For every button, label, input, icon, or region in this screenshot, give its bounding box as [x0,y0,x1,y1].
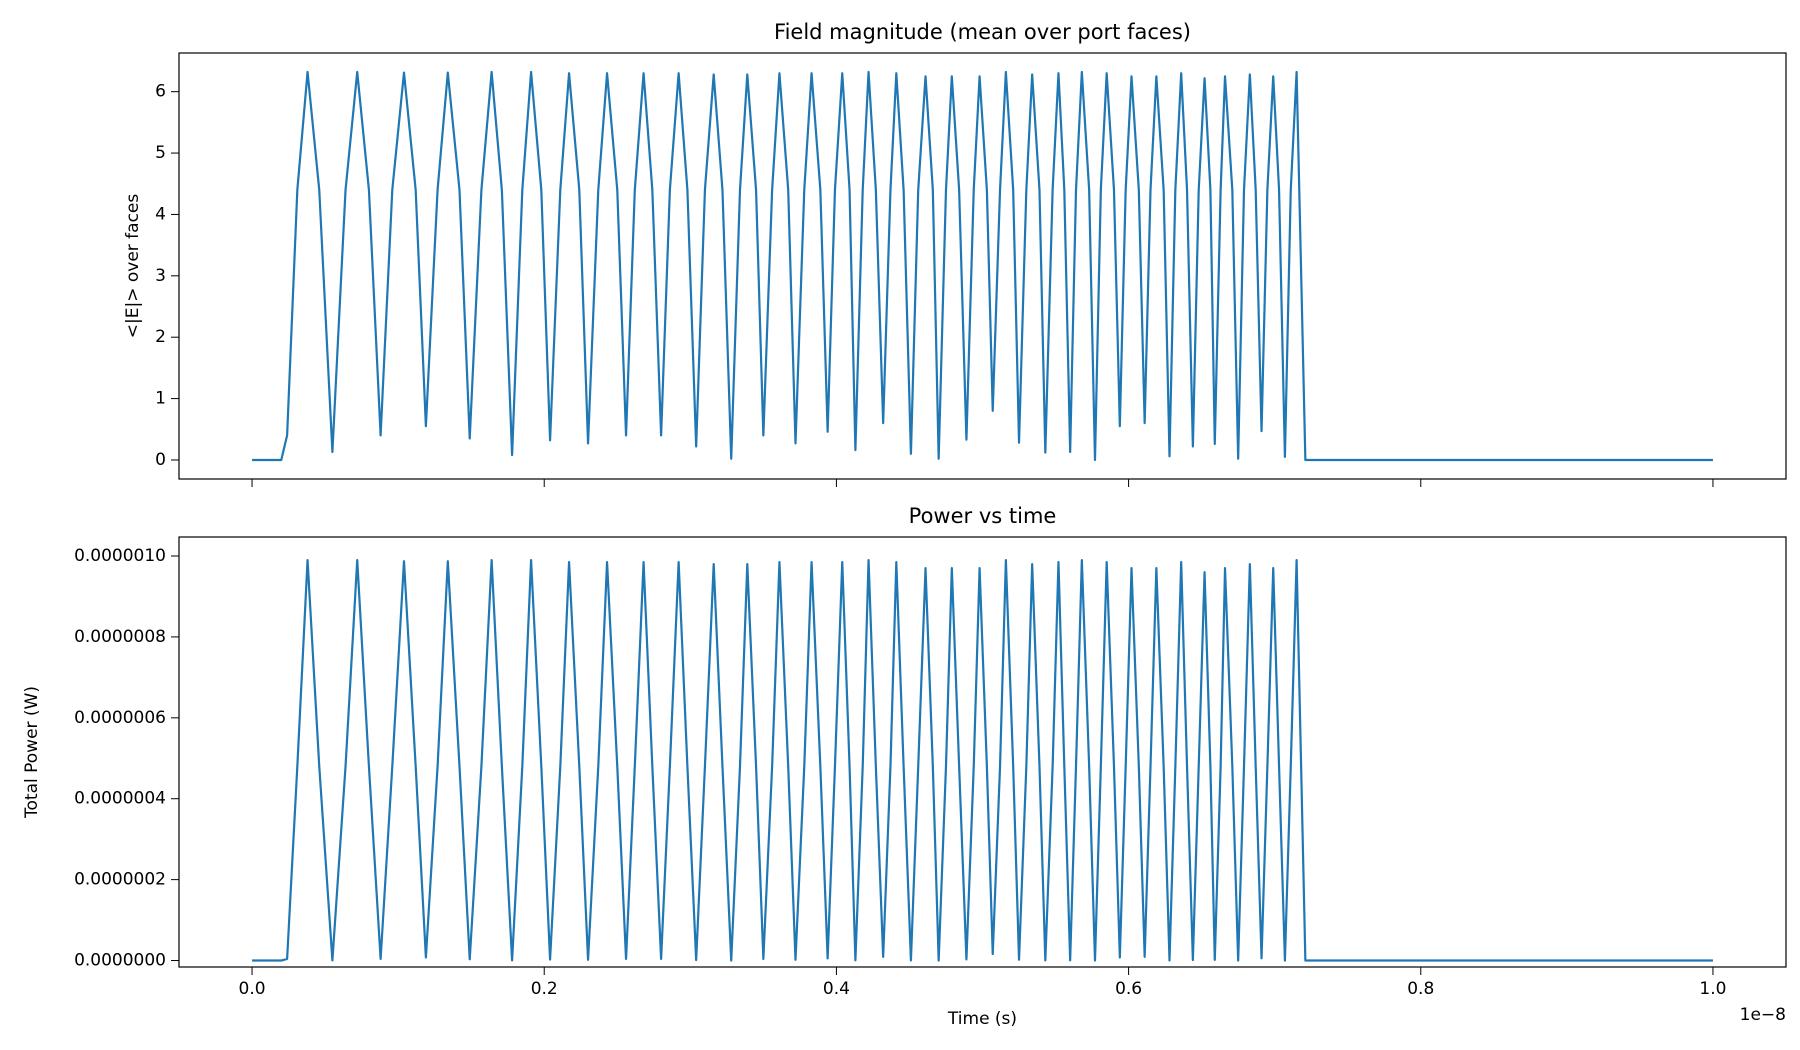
y-tick-label: 0.0000006 [74,708,166,728]
x-tick-label: 0.2 [531,979,558,999]
y-tick-label: 0.0000000 [74,951,166,971]
data-line [252,70,1713,462]
x-axis-label: Time (s) [947,1009,1017,1029]
y-tick-label: 3 [155,266,166,286]
y-tick-label: 1 [155,389,166,409]
y-axis-label: <|E|> over faces [123,194,143,339]
y-tick-label: 2 [155,327,166,347]
x-tick-label: 0.4 [823,979,850,999]
data-line [252,558,1713,962]
y-tick-label: 0 [155,450,166,470]
y-tick-label: 5 [155,143,166,163]
x-tick-label: 0.6 [1115,979,1142,999]
y-axis-label: Total Power (W) [22,686,42,819]
axes-frame [178,52,1787,480]
y-tick-label: 0.0000004 [74,789,166,809]
x-tick-label: 1.0 [1699,979,1726,999]
chart-title: Power vs time [909,504,1057,528]
x-tick-label: 0.8 [1407,979,1434,999]
x-offset-label: 1e−8 [1740,1005,1786,1025]
x-tick-label: 0.0 [239,979,266,999]
y-tick-label: 6 [155,82,166,102]
y-tick-label: 0.0000002 [74,870,166,890]
axes-frame [178,536,1787,968]
y-tick-label: 0.0000010 [74,546,166,566]
chart-title: Field magnitude (mean over port faces) [774,20,1191,44]
y-tick-label: 4 [155,204,166,224]
y-tick-label: 0.0000008 [74,627,166,647]
